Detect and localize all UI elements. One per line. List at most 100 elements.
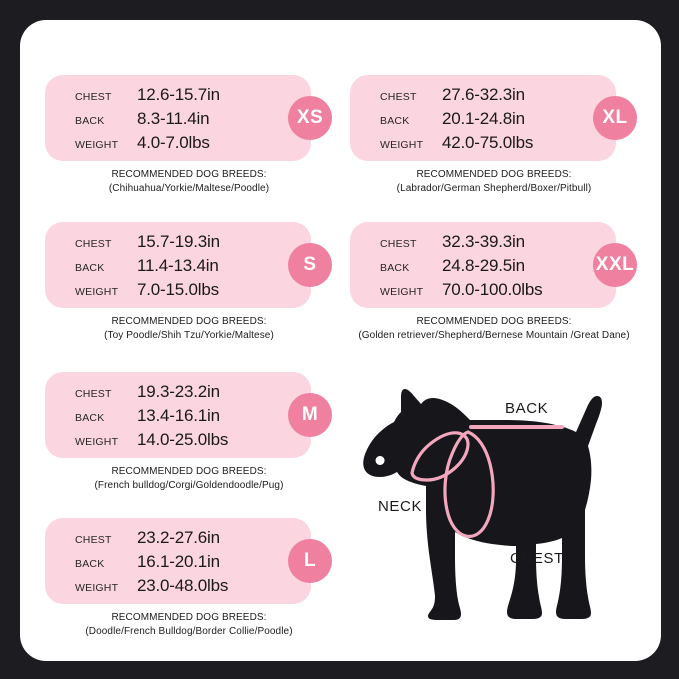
row-value-back: 16.1-20.1in bbox=[137, 552, 220, 571]
measurement-row-back: BACK 20.1-24.8in bbox=[380, 109, 525, 136]
row-label-weight: WEIGHT bbox=[75, 286, 119, 298]
row-label-chest: CHEST bbox=[75, 388, 112, 400]
breeds-heading: RECOMMENDED DOG BREEDS: bbox=[111, 466, 267, 477]
row-label-back: BACK bbox=[380, 262, 410, 274]
row-label-back: BACK bbox=[380, 115, 410, 127]
row-label-chest: CHEST bbox=[75, 534, 112, 546]
measurement-rows: CHEST 23.2-27.6in BACK 16.1-20.1in WEIGH… bbox=[45, 518, 311, 604]
back-label: BACK bbox=[505, 400, 549, 417]
row-value-chest: 12.6-15.7in bbox=[137, 85, 220, 104]
size-badge-m: M bbox=[288, 393, 332, 437]
size-badge-label: XL bbox=[602, 106, 628, 128]
row-value-weight: 23.0-48.0lbs bbox=[137, 576, 229, 595]
chest-measure-line bbox=[443, 430, 495, 538]
recommended-breeds-xxl: RECOMMENDED DOG BREEDS: (Golden retrieve… bbox=[350, 315, 638, 343]
row-label-back: BACK bbox=[75, 115, 105, 127]
measurement-row-chest: CHEST 27.6-32.3in bbox=[380, 85, 525, 112]
size-card-body: CHEST 32.3-39.3in BACK 24.8-29.5in WEIGH… bbox=[350, 222, 637, 308]
row-label-weight: WEIGHT bbox=[75, 436, 119, 448]
measurement-row-chest: CHEST 12.6-15.7in bbox=[75, 85, 220, 112]
size-badge-label: XS bbox=[296, 106, 324, 128]
measurement-rows: CHEST 12.6-15.7in BACK 8.3-11.4in WEIGHT… bbox=[45, 75, 311, 161]
row-value-chest: 19.3-23.2in bbox=[137, 382, 220, 401]
breeds-list: (Toy Poodle/Shih Tzu/Yorkie/Maltese) bbox=[104, 330, 274, 341]
row-label-weight: WEIGHT bbox=[75, 582, 119, 594]
measurement-row-weight: WEIGHT 7.0-15.0lbs bbox=[75, 280, 219, 307]
size-card-m: CHEST 19.3-23.2in BACK 13.4-16.1in WEIGH… bbox=[45, 372, 333, 493]
row-value-chest: 27.6-32.3in bbox=[442, 85, 525, 104]
row-label-back: BACK bbox=[75, 558, 105, 570]
measurement-row-weight: WEIGHT 4.0-7.0lbs bbox=[75, 133, 210, 160]
measurement-row-weight: WEIGHT 70.0-100.0lbs bbox=[380, 281, 543, 307]
measurement-rows: CHEST 27.6-32.3in BACK 20.1-24.8in WEIGH… bbox=[350, 75, 616, 161]
size-card-xl: CHEST 27.6-32.3in BACK 20.1-24.8in WEIGH… bbox=[350, 75, 638, 196]
size-badge-xl: XL bbox=[593, 96, 637, 140]
size-card-l: CHEST 23.2-27.6in BACK 16.1-20.1in WEIGH… bbox=[45, 518, 333, 639]
recommended-breeds-l: RECOMMENDED DOG BREEDS: (Doodle/French B… bbox=[45, 611, 333, 639]
measurement-row-back: BACK 13.4-16.1in bbox=[75, 406, 220, 433]
measurement-row-back: BACK 11.4-13.4in bbox=[75, 256, 219, 283]
breeds-list: (French bulldog/Corgi/Goldendoodle/Pug) bbox=[94, 480, 284, 491]
row-label-chest: CHEST bbox=[380, 91, 417, 103]
row-value-weight: 42.0-75.0lbs bbox=[442, 133, 534, 152]
breeds-heading: RECOMMENDED DOG BREEDS: bbox=[416, 316, 572, 327]
row-value-chest: 32.3-39.3in bbox=[442, 232, 525, 251]
size-card-xxl: CHEST 32.3-39.3in BACK 24.8-29.5in WEIGH… bbox=[350, 222, 638, 343]
row-value-back: 8.3-11.4in bbox=[137, 109, 210, 128]
chart-panel: CHEST 12.6-15.7in BACK 8.3-11.4in WEIGHT… bbox=[20, 20, 661, 661]
size-badge-label: XXL bbox=[595, 253, 635, 275]
breeds-list: (Doodle/French Bulldog/Border Collie/Poo… bbox=[85, 626, 293, 637]
size-card-s: CHEST 15.7-19.3in BACK 11.4-13.4in WEIGH… bbox=[45, 222, 333, 343]
size-badge-label: M bbox=[301, 403, 319, 425]
measurement-row-weight: WEIGHT 14.0-25.0lbs bbox=[75, 430, 229, 457]
measurement-row-back: BACK 16.1-20.1in bbox=[75, 552, 220, 579]
breeds-heading: RECOMMENDED DOG BREEDS: bbox=[111, 612, 267, 623]
row-value-back: 11.4-13.4in bbox=[137, 256, 219, 275]
row-value-back: 20.1-24.8in bbox=[442, 109, 525, 128]
measurement-row-back: BACK 24.8-29.5in bbox=[380, 257, 525, 283]
size-badge-label: L bbox=[303, 549, 317, 571]
measurement-row-chest: CHEST 15.7-19.3in bbox=[75, 232, 220, 259]
row-label-chest: CHEST bbox=[75, 238, 112, 250]
size-card-body: CHEST 27.6-32.3in BACK 20.1-24.8in WEIGH… bbox=[350, 75, 637, 161]
size-badge-xs: XS bbox=[288, 96, 332, 140]
breeds-heading: RECOMMENDED DOG BREEDS: bbox=[111, 169, 267, 180]
breeds-heading: RECOMMENDED DOG BREEDS: bbox=[416, 169, 572, 180]
dog-measurement-diagram: BACK NECK CHEST bbox=[350, 360, 650, 630]
chest-label: CHEST bbox=[510, 550, 564, 567]
measurement-row-chest: CHEST 23.2-27.6in bbox=[75, 529, 220, 555]
row-value-weight: 14.0-25.0lbs bbox=[137, 430, 229, 449]
measurement-rows: CHEST 19.3-23.2in BACK 13.4-16.1in WEIGH… bbox=[45, 372, 311, 458]
row-value-weight: 4.0-7.0lbs bbox=[137, 133, 210, 152]
measurement-row-weight: WEIGHT 42.0-75.0lbs bbox=[380, 133, 534, 160]
size-badge-s: S bbox=[288, 243, 332, 287]
recommended-breeds-xs: RECOMMENDED DOG BREEDS: (Chihuahua/Yorki… bbox=[45, 168, 333, 196]
recommended-breeds-s: RECOMMENDED DOG BREEDS: (Toy Poodle/Shih… bbox=[45, 315, 333, 343]
size-card-body: CHEST 15.7-19.3in BACK 11.4-13.4in WEIGH… bbox=[45, 222, 332, 308]
size-card-body: CHEST 12.6-15.7in BACK 8.3-11.4in WEIGHT… bbox=[45, 75, 332, 161]
row-label-weight: WEIGHT bbox=[380, 139, 424, 151]
measurement-row-back: BACK 8.3-11.4in bbox=[75, 109, 210, 136]
row-label-chest: CHEST bbox=[75, 91, 112, 103]
size-card-body: CHEST 23.2-27.6in BACK 16.1-20.1in WEIGH… bbox=[45, 518, 332, 604]
size-badge-l: L bbox=[288, 539, 332, 583]
recommended-breeds-m: RECOMMENDED DOG BREEDS: (French bulldog/… bbox=[45, 465, 333, 493]
breeds-heading: RECOMMENDED DOG BREEDS: bbox=[111, 316, 267, 327]
measurement-rows: CHEST 32.3-39.3in BACK 24.8-29.5in WEIGH… bbox=[350, 222, 616, 308]
row-value-back: 13.4-16.1in bbox=[137, 406, 220, 425]
dog-silhouette-icon bbox=[363, 389, 602, 620]
neck-label: NECK bbox=[378, 498, 423, 515]
size-badge-xxl: XXL bbox=[593, 243, 637, 287]
measurement-row-chest: CHEST 19.3-23.2in bbox=[75, 382, 220, 409]
size-card-body: CHEST 19.3-23.2in BACK 13.4-16.1in WEIGH… bbox=[45, 372, 332, 458]
breeds-list: (Golden retriever/Shepherd/Bernese Mount… bbox=[358, 330, 630, 341]
row-value-chest: 15.7-19.3in bbox=[137, 232, 220, 251]
measurement-row-chest: CHEST 32.3-39.3in bbox=[380, 232, 525, 259]
row-label-chest: CHEST bbox=[380, 238, 417, 250]
row-value-weight: 7.0-15.0lbs bbox=[137, 280, 219, 299]
row-label-back: BACK bbox=[75, 412, 105, 424]
breeds-list: (Labrador/German Shepherd/Boxer/Pitbull) bbox=[396, 183, 592, 194]
neck-measure-line bbox=[410, 431, 470, 482]
recommended-breeds-xl: RECOMMENDED DOG BREEDS: (Labrador/German… bbox=[350, 168, 638, 196]
row-label-weight: WEIGHT bbox=[75, 139, 119, 151]
